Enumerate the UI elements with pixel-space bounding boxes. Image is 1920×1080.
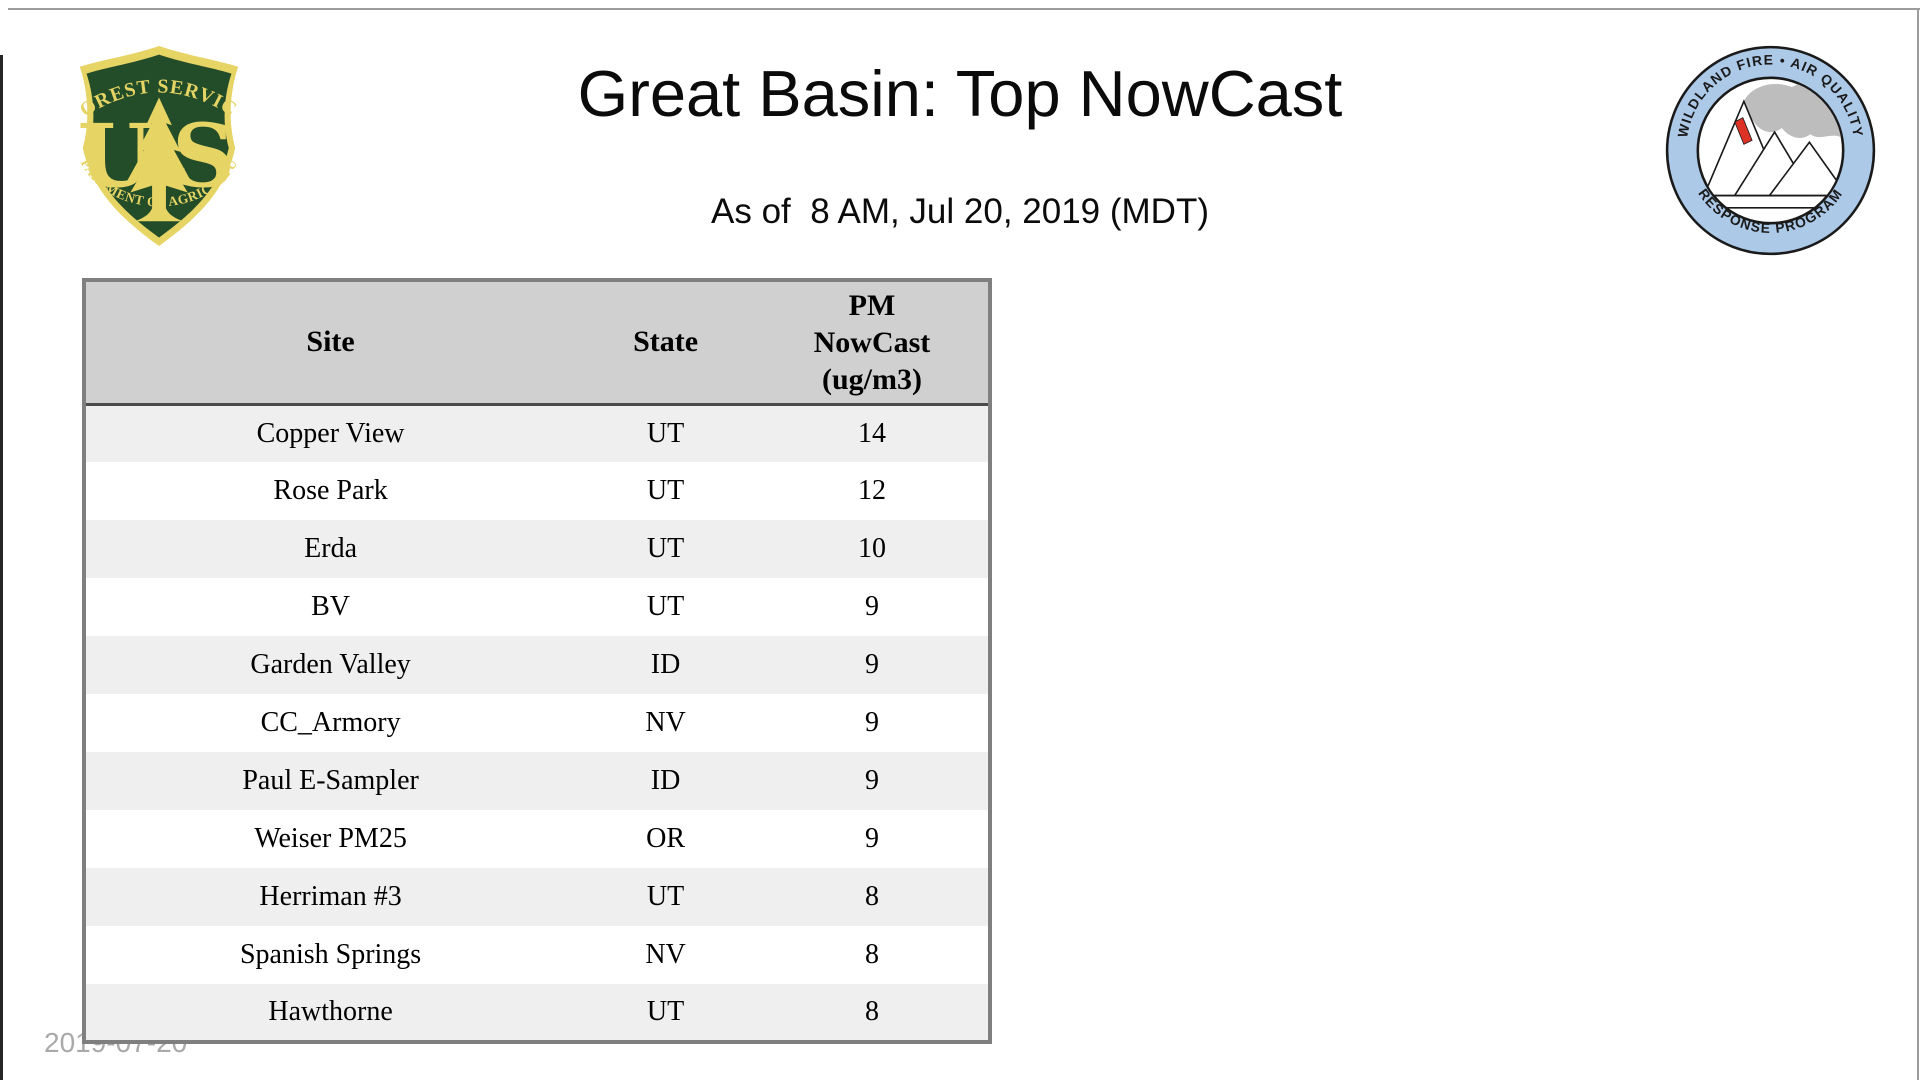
table-row: CC_Armory NV 9: [84, 694, 990, 752]
pine-tree-icon: [127, 97, 191, 222]
cell-site: Weiser PM25: [254, 823, 407, 854]
cell-site: Copper View: [256, 417, 405, 449]
cell-state: ID: [650, 765, 681, 796]
cell-site: Herriman #3: [259, 881, 402, 912]
table-header-row: Site State PM NowCast (ug/m3): [84, 280, 990, 406]
table-row: Weiser PM25 OR 9: [84, 810, 990, 868]
page-edge-left-line: [0, 55, 3, 1080]
page-edge-top-line: [8, 8, 1920, 10]
cell-state: UT: [646, 533, 685, 564]
cell-value: 9: [864, 707, 879, 738]
cell-value: 10: [857, 533, 886, 564]
cell-state: UT: [646, 475, 685, 506]
cell-site: Garden Valley: [250, 649, 411, 680]
cell-value: 9: [864, 591, 879, 622]
cell-site: Rose Park: [273, 475, 388, 506]
cell-value: 9: [864, 823, 879, 854]
cell-state: ID: [650, 649, 681, 680]
col-header-state: State: [575, 280, 756, 406]
table-row: BV UT 9: [84, 578, 990, 636]
flame-icon: [1734, 117, 1753, 145]
col-header-site: Site: [84, 280, 576, 406]
cell-value: 14: [857, 417, 886, 449]
cell-state: NV: [645, 939, 686, 970]
cell-site: Erda: [304, 533, 357, 564]
table-row: Hawthorne UT 8: [84, 984, 990, 1042]
forest-service-logo: FOREST SERVICE U S DEPARTMENT OF AGRICUL…: [60, 34, 240, 246]
page-title: Great Basin: Top NowCast: [577, 57, 1343, 130]
cell-value: 9: [864, 649, 879, 680]
table-row: Herriman #3 UT 8: [84, 868, 990, 926]
cell-state: UT: [646, 881, 685, 912]
cell-site: Spanish Springs: [239, 939, 422, 970]
cell-state: UT: [646, 591, 685, 622]
cell-value: 8: [864, 996, 879, 1027]
cell-site: BV: [311, 591, 351, 622]
cell-value: 9: [864, 765, 879, 796]
nowcast-table: Site State PM NowCast (ug/m3) Copper Vie…: [82, 278, 992, 1044]
table-row: Erda UT 10: [84, 520, 990, 578]
pm-nowcast-header-text: PM NowCast (ug/m3): [813, 288, 931, 396]
table-row: Rose Park UT 12: [84, 462, 990, 520]
table-row: Garden Valley ID 9: [84, 636, 990, 694]
table-row: Paul E-Sampler ID 9: [84, 752, 990, 810]
page-edge-right-line: [1917, 8, 1919, 1080]
shield-letter-u: U: [77, 105, 153, 208]
cell-site: Hawthorne: [268, 996, 393, 1027]
col-header-pm-nowcast: PM NowCast (ug/m3): [755, 280, 990, 406]
wfaqrp-logo: WILDLAND FIRE • AIR QUALITY RESPONSE PRO…: [1665, 45, 1876, 256]
cell-state: UT: [646, 996, 685, 1027]
cell-value: 8: [864, 881, 879, 912]
table-row: Copper View UT 14: [84, 404, 990, 462]
cell-state: NV: [645, 707, 686, 738]
table-body: Copper View UT 14 Rose Park UT 12 Erda U…: [84, 404, 990, 1042]
cell-value: 8: [864, 939, 879, 970]
cell-state: OR: [646, 823, 685, 854]
page-subtitle: As of 8 AM, Jul 20, 2019 (MDT): [711, 192, 1209, 231]
cell-site: Paul E-Sampler: [242, 765, 419, 796]
cell-value: 12: [857, 475, 886, 506]
cell-site: CC_Armory: [260, 707, 401, 738]
table-row: Spanish Springs NV 8: [84, 926, 990, 984]
cell-state: UT: [646, 417, 685, 449]
